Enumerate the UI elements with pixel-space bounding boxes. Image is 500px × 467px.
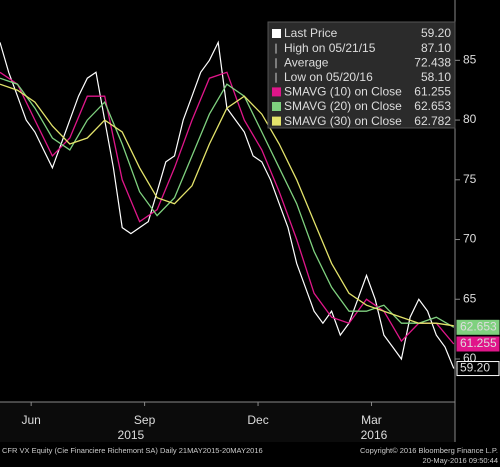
y-tick-label: 85: [463, 53, 477, 67]
legend-label: High on 05/21/15: [284, 41, 376, 55]
x-year-label: 2016: [361, 428, 388, 442]
legend-value: 87.10: [421, 41, 451, 55]
legend-value: 62.782: [414, 114, 451, 128]
legend-swatch: [272, 29, 281, 38]
legend-label: Average: [284, 55, 329, 69]
x-tick-label: Mar: [361, 413, 382, 427]
y-tick-label: 70: [463, 232, 477, 246]
legend-value: 58.10: [421, 70, 451, 84]
footer-left: CFR VX Equity (Cie Financiere Richemont …: [2, 446, 263, 455]
legend: Last Price 59.20 High on 05/21/15 87.10 Aver…: [272, 26, 451, 128]
legend-label: Low on 05/20/16: [284, 70, 373, 84]
legend-swatch: [272, 87, 281, 97]
y-tick-label: 75: [463, 172, 477, 186]
sma-line: [0, 83, 454, 327]
legend-label: SMAVG (20) on Close: [284, 99, 402, 113]
y-tick-label: 80: [463, 112, 477, 126]
legend-box: [267, 21, 456, 129]
footer-right: Copyright© 2016 Bloomberg Finance L.P.: [360, 446, 498, 455]
x-tick-label: Jun: [21, 413, 40, 427]
last-value-tag-label: 59.20: [460, 361, 490, 375]
footer-timestamp: 20-May-2016 09:50:44: [423, 456, 498, 465]
legend-value: 61.255: [414, 85, 451, 99]
legend-value: 72.438: [414, 55, 451, 69]
legend-label: Last Price: [284, 26, 338, 40]
x-axis-band: [0, 402, 455, 442]
x-tick-label: Sep: [134, 413, 156, 427]
legend-label: SMAVG (30) on Close: [284, 114, 402, 128]
last-value-tag: [456, 336, 500, 352]
last-value-tag-label: 61.255: [460, 336, 497, 350]
sma-line: [0, 77, 455, 328]
last-value-tag: [456, 361, 500, 377]
legend-label: SMAVG (10) on Close: [284, 85, 402, 99]
legend-value: 59.20: [421, 26, 451, 40]
legend-swatch: [272, 102, 281, 111]
y-tick-label: 65: [463, 291, 477, 305]
last-value-tag-label: 62.653: [460, 319, 497, 333]
x-year-label: 2015: [118, 428, 145, 442]
legend-value: 62.653: [414, 99, 451, 113]
x-tick-label: Dec: [247, 413, 268, 427]
plot-area: [0, 40, 455, 369]
last-value-tag: [456, 319, 500, 335]
legend-swatch: [272, 116, 281, 126]
